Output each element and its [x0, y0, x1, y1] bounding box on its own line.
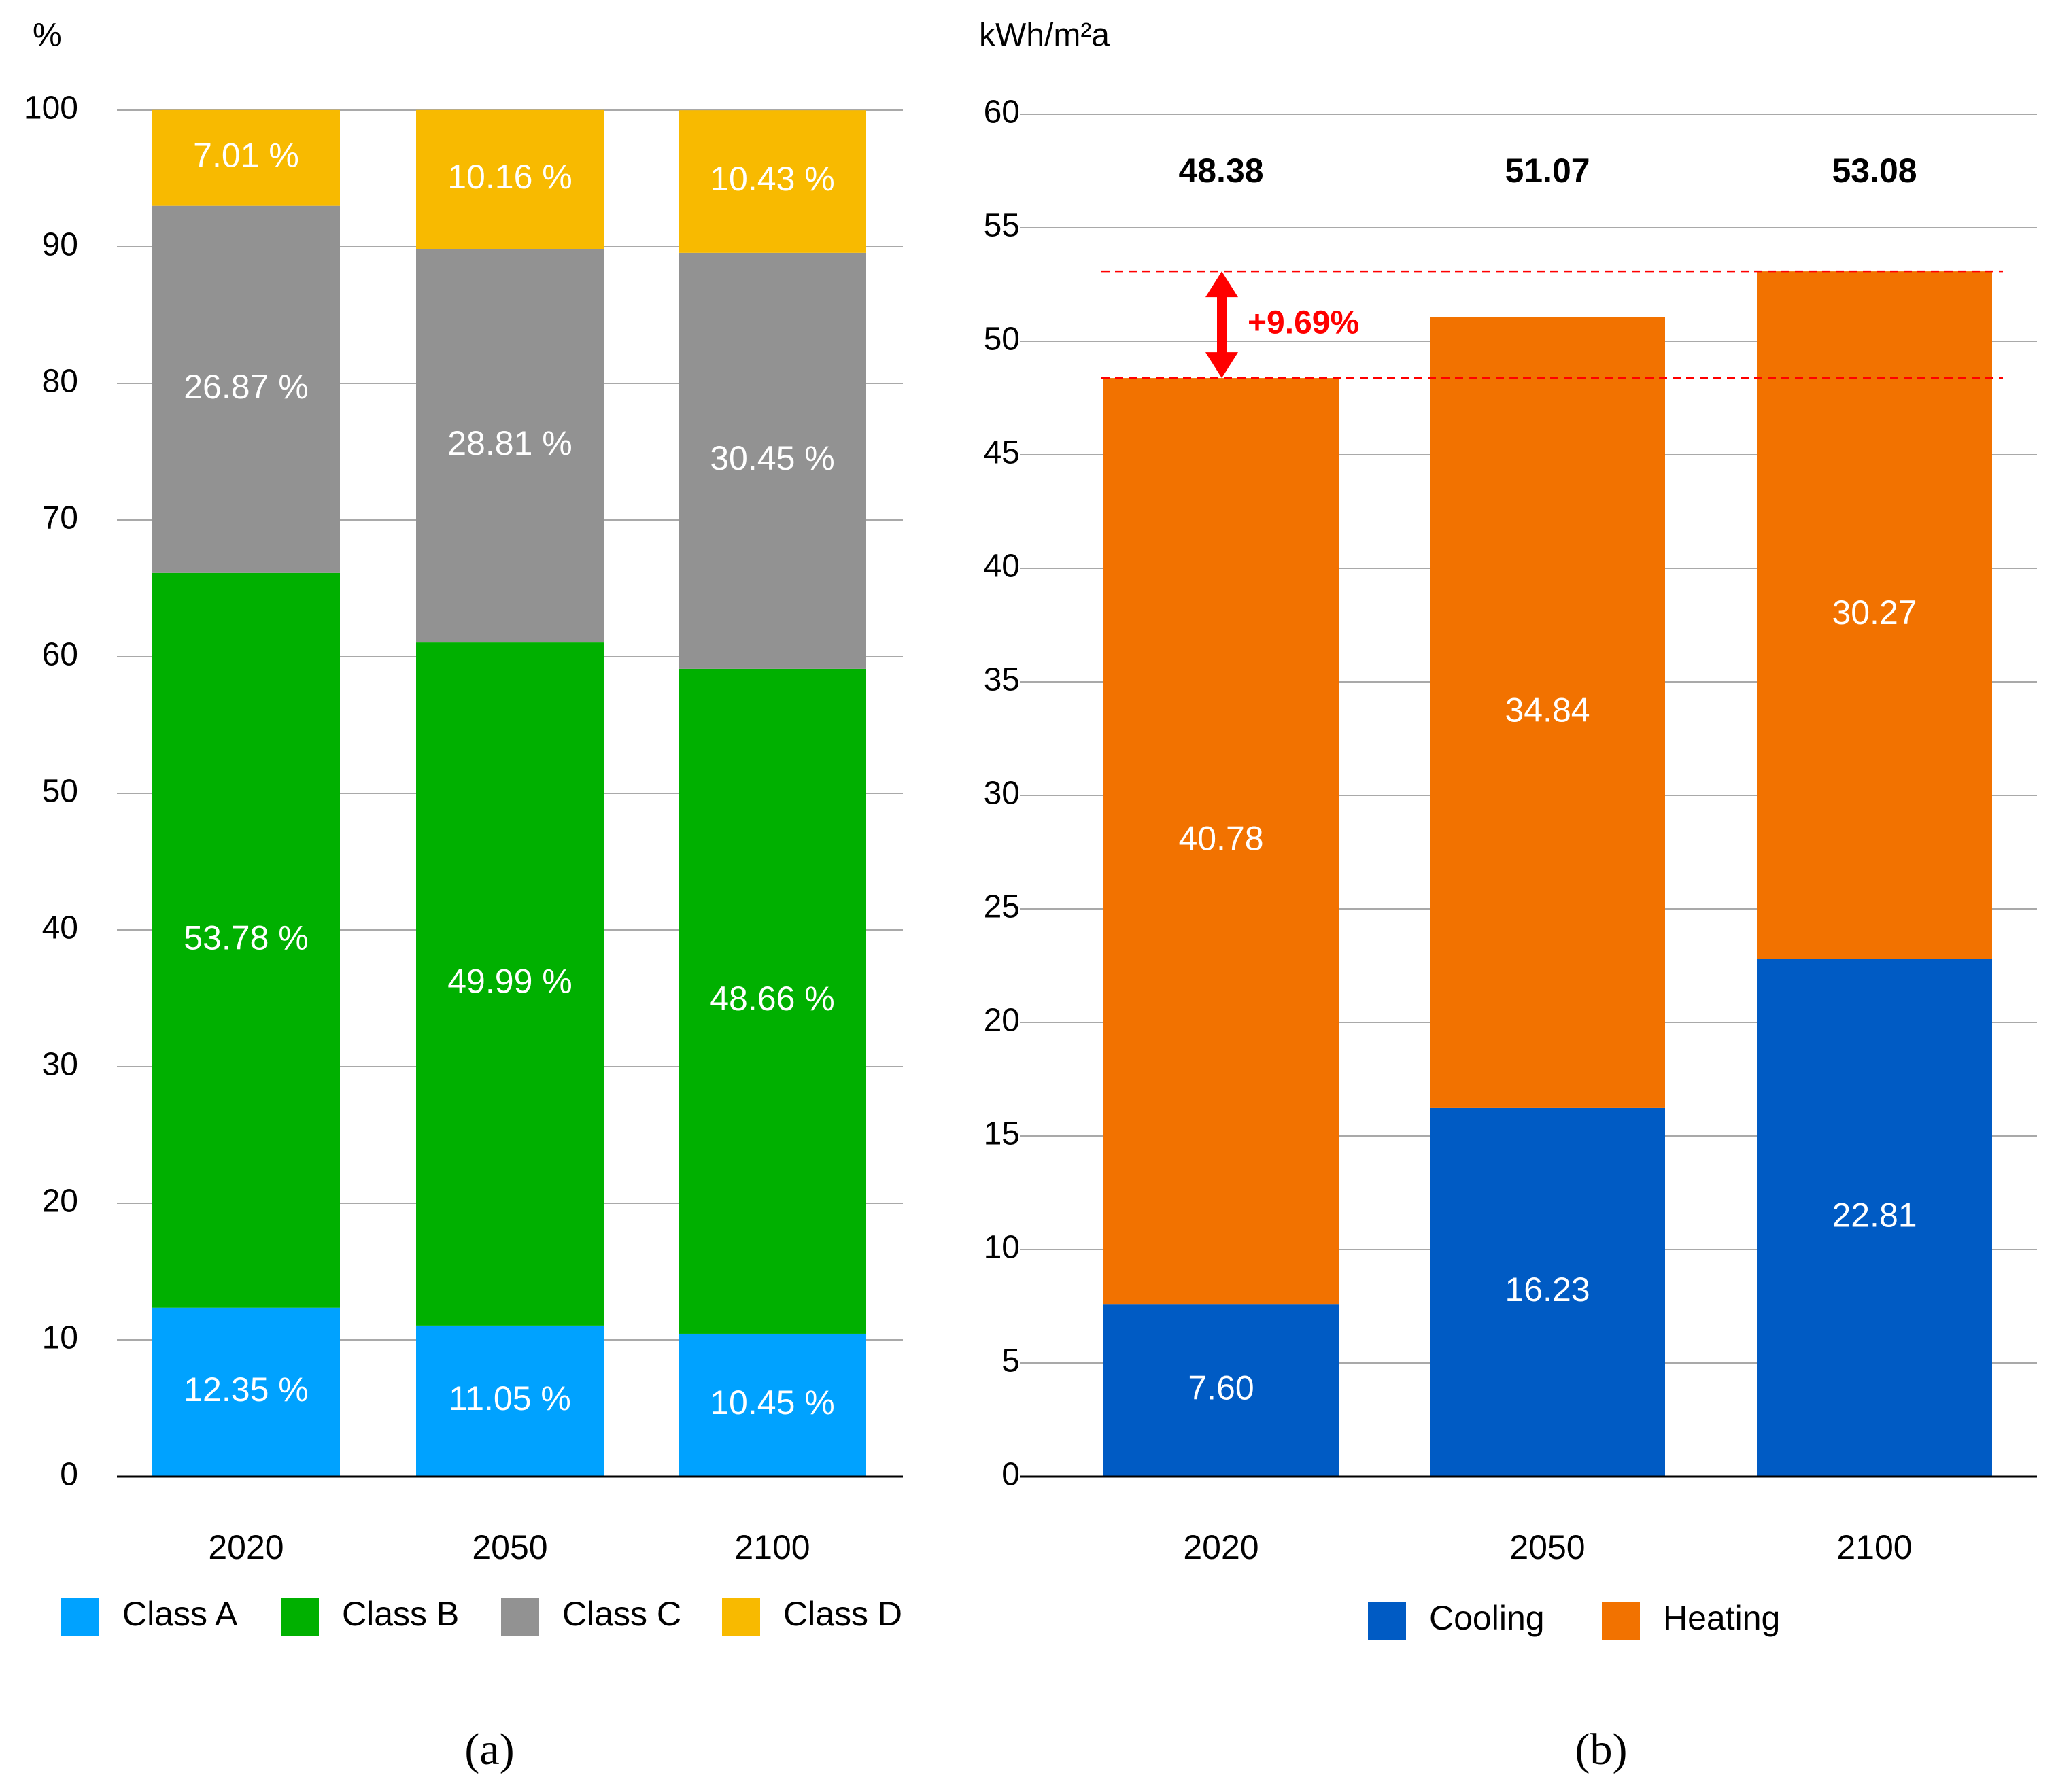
bar-segment-class-b-2100 — [679, 668, 866, 1334]
x-category-label: 2050 — [472, 1528, 547, 1566]
y-tick-label: 5 — [1001, 1343, 1020, 1379]
x-category-label: 2100 — [1836, 1528, 1912, 1566]
data-label: 12.35 % — [184, 1371, 308, 1409]
bar-segment-class-c-2050 — [416, 249, 604, 643]
x-category-label: 2020 — [1183, 1528, 1258, 1566]
data-label: 10.16 % — [447, 158, 572, 196]
bar-segment-cooling-2050 — [1430, 1107, 1665, 1477]
y-tick-label: 40 — [42, 910, 78, 946]
bar-segment-heating-2050 — [1430, 317, 1665, 1108]
data-label: 7.01 % — [193, 136, 299, 174]
legend-label: Class B — [342, 1595, 459, 1633]
y-tick-label: 40 — [984, 549, 1020, 585]
bar-segment-heating-2100 — [1757, 271, 1992, 959]
y-tick-label: 35 — [984, 662, 1020, 698]
y-axis-unit-label: kWh/m²a — [979, 18, 1110, 54]
y-tick-label: 0 — [60, 1457, 78, 1493]
annotation-arrow-head-up — [1205, 271, 1238, 298]
data-label: 48.66 % — [710, 980, 834, 1018]
data-label: 34.84 — [1505, 691, 1590, 729]
y-tick-label: 90 — [42, 227, 78, 263]
legend-swatch-heating — [1602, 1602, 1640, 1640]
y-tick-label: 80 — [42, 364, 78, 400]
y-tick-label: 20 — [984, 1003, 1020, 1039]
legend-label: Heating — [1663, 1599, 1780, 1637]
legend-swatch-class-b — [281, 1598, 319, 1636]
x-category-label: 2050 — [1509, 1528, 1585, 1566]
data-label: 53.78 % — [184, 918, 308, 957]
legend-label: Class A — [122, 1595, 238, 1633]
y-tick-label: 50 — [984, 322, 1020, 358]
data-label: 26.87 % — [184, 368, 308, 406]
y-tick-label: 15 — [984, 1116, 1020, 1152]
legend-swatch-class-c — [501, 1598, 539, 1636]
data-label: 30.27 — [1832, 593, 1917, 632]
panel-caption: (a) — [464, 1725, 514, 1774]
bar-segment-heating-2020 — [1103, 378, 1339, 1305]
bar-segment-class-a-2100 — [679, 1333, 866, 1477]
x-category-label: 2100 — [734, 1528, 810, 1566]
bar-segment-cooling-2100 — [1757, 959, 1992, 1477]
y-tick-label: 30 — [984, 776, 1020, 812]
y-tick-label: 10 — [42, 1320, 78, 1356]
y-axis-unit-label: % — [33, 18, 62, 54]
y-tick-label: 10 — [984, 1230, 1020, 1266]
legend-swatch-class-d — [722, 1598, 760, 1636]
data-label: 49.99 % — [447, 963, 572, 1001]
total-label: 53.08 — [1832, 152, 1917, 190]
bar-segment-cooling-2020 — [1103, 1304, 1339, 1477]
data-label: 10.43 % — [710, 160, 834, 198]
y-tick-label: 20 — [42, 1184, 78, 1220]
panel-caption: (b) — [1575, 1725, 1628, 1774]
bar-segment-class-c-2020 — [152, 205, 340, 573]
bar-segment-class-b-2050 — [416, 642, 604, 1326]
total-label: 51.07 — [1505, 152, 1590, 190]
bar-segment-class-b-2020 — [152, 572, 340, 1308]
bar-segment-class-a-2050 — [416, 1325, 604, 1477]
data-label: 28.81 % — [447, 424, 572, 462]
legend-swatch-cooling — [1368, 1602, 1406, 1640]
y-tick-label: 100 — [24, 90, 78, 126]
legend-label: Class D — [783, 1595, 902, 1633]
data-label: 22.81 — [1832, 1196, 1917, 1234]
y-tick-label: 0 — [1001, 1457, 1020, 1493]
legend-swatch-class-a — [61, 1598, 99, 1636]
y-tick-label: 55 — [984, 208, 1020, 244]
data-label: 7.60 — [1188, 1368, 1254, 1407]
annotation-label: +9.69% — [1248, 305, 1359, 341]
data-label: 30.45 % — [710, 439, 834, 477]
y-tick-label: 25 — [984, 889, 1020, 925]
legend-label: Cooling — [1429, 1599, 1545, 1637]
x-category-label: 2020 — [208, 1528, 284, 1566]
bar-segment-class-a-2020 — [152, 1307, 340, 1477]
bar-segment-class-c-2100 — [679, 252, 866, 669]
bar-segment-class-d-2100 — [679, 110, 866, 253]
y-tick-label: 70 — [42, 500, 78, 536]
data-label: 16.23 — [1505, 1271, 1590, 1309]
legend-label: Class C — [562, 1595, 681, 1633]
annotation-arrow-head-down — [1205, 352, 1238, 379]
y-tick-label: 60 — [42, 637, 78, 673]
data-label: 11.05 % — [449, 1379, 571, 1417]
y-tick-label: 30 — [42, 1047, 78, 1083]
data-label: 40.78 — [1178, 819, 1263, 857]
data-label: 10.45 % — [710, 1383, 834, 1421]
y-tick-label: 50 — [42, 774, 78, 810]
y-tick-label: 45 — [984, 435, 1020, 471]
y-tick-label: 60 — [984, 94, 1020, 131]
chart-b-energy-demand: kWh/m²a 0 5 10 15 20 25 30 35 40 45 50 55 60 7.60 40.78… — [979, 18, 2037, 1774]
total-label: 48.38 — [1178, 152, 1263, 190]
chart-a-class-distribution: % 0 10 20 30 40 50 60 70 80 90 100 12.35 % 53.78 % 26.… — [24, 18, 903, 1774]
bar-segment-class-d-2050 — [416, 109, 604, 249]
bar-segment-class-d-2020 — [152, 109, 340, 206]
